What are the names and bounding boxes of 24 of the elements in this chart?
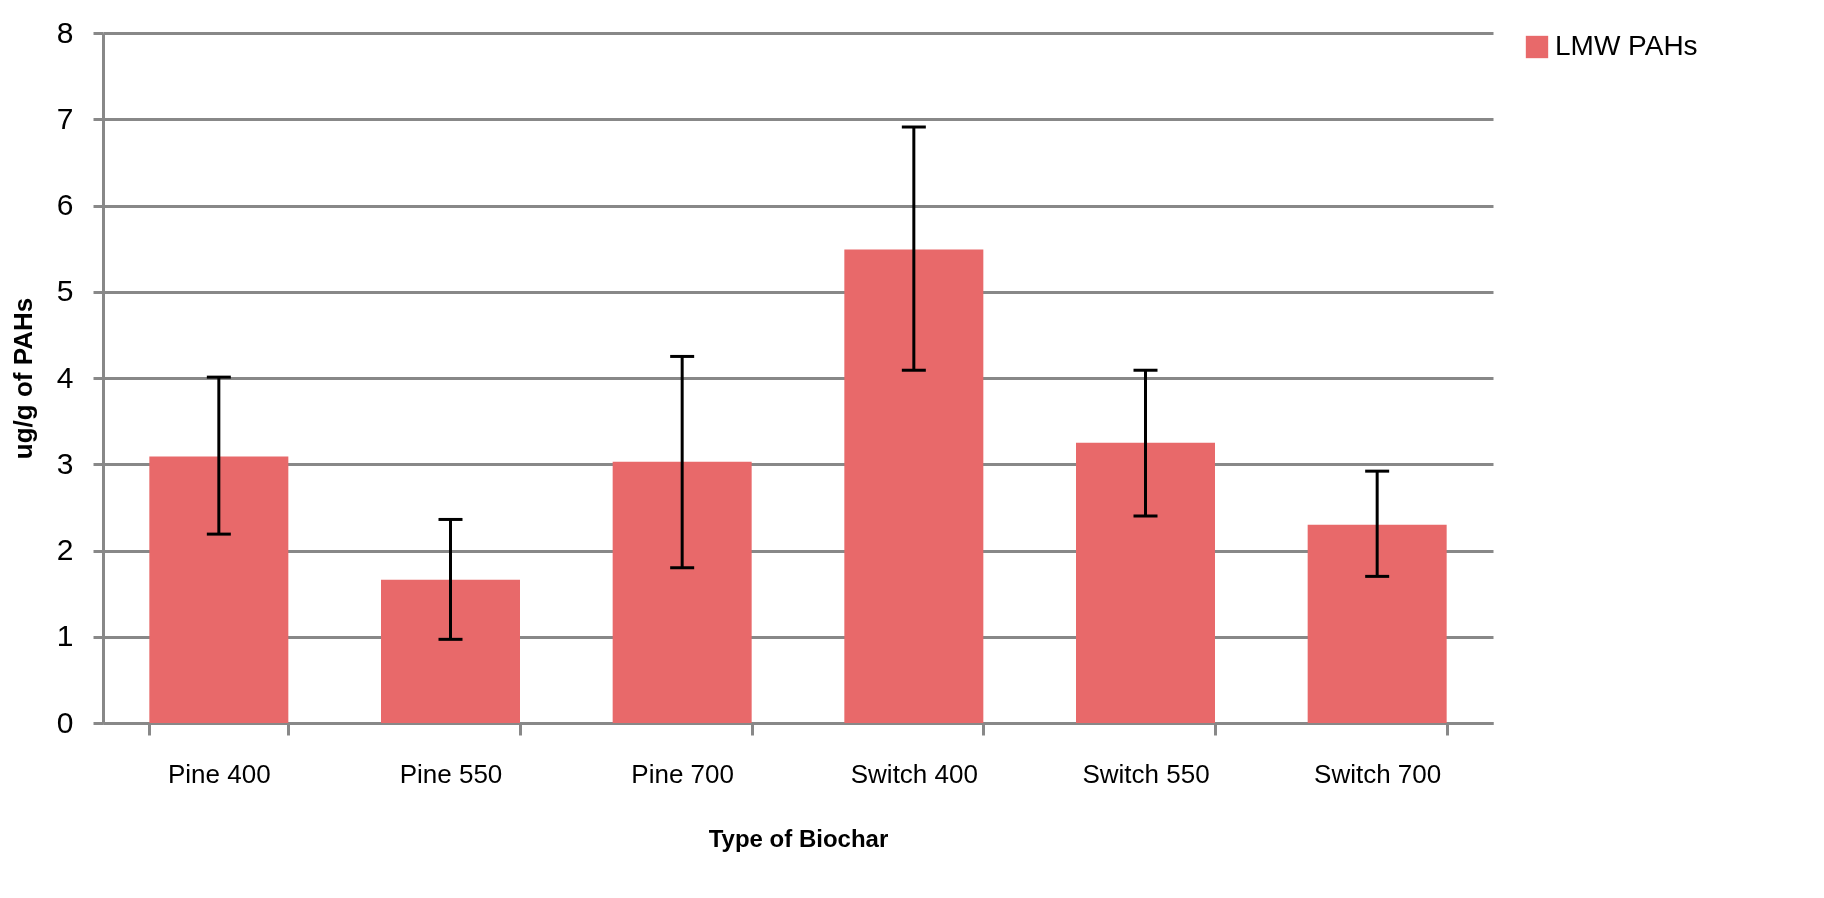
x-tick-label: Switch 700 — [1314, 758, 1442, 789]
bar — [149, 456, 289, 723]
y-tick-label: 1 — [56, 619, 74, 653]
legend-label: LMW PAHs — [1555, 30, 1698, 61]
y-tick-label: 7 — [56, 101, 74, 135]
x-axis-title: Type of Biochar — [708, 824, 889, 852]
bar — [612, 461, 752, 723]
x-tick-label: Switch 550 — [1082, 758, 1210, 789]
y-tick-label: 0 — [56, 705, 74, 739]
y-tick-label: 4 — [56, 360, 74, 394]
y-tick-label: 6 — [56, 188, 74, 221]
y-tick-label: 2 — [56, 533, 74, 566]
x-tick-label: Pine 550 — [399, 758, 503, 789]
y-tick-label: 3 — [56, 446, 74, 480]
y-axis-title: ug/g of PAHs — [7, 297, 38, 460]
y-tick-label: 5 — [56, 274, 74, 308]
x-tick-label: Pine 700 — [631, 758, 734, 789]
bar — [1307, 524, 1447, 723]
y-tick-label: 8 — [56, 15, 74, 49]
x-tick-label: Pine 400 — [168, 758, 271, 789]
bar — [381, 579, 520, 723]
bar — [1076, 442, 1215, 723]
x-tick-label: Switch 400 — [850, 758, 978, 789]
bar — [844, 249, 984, 723]
